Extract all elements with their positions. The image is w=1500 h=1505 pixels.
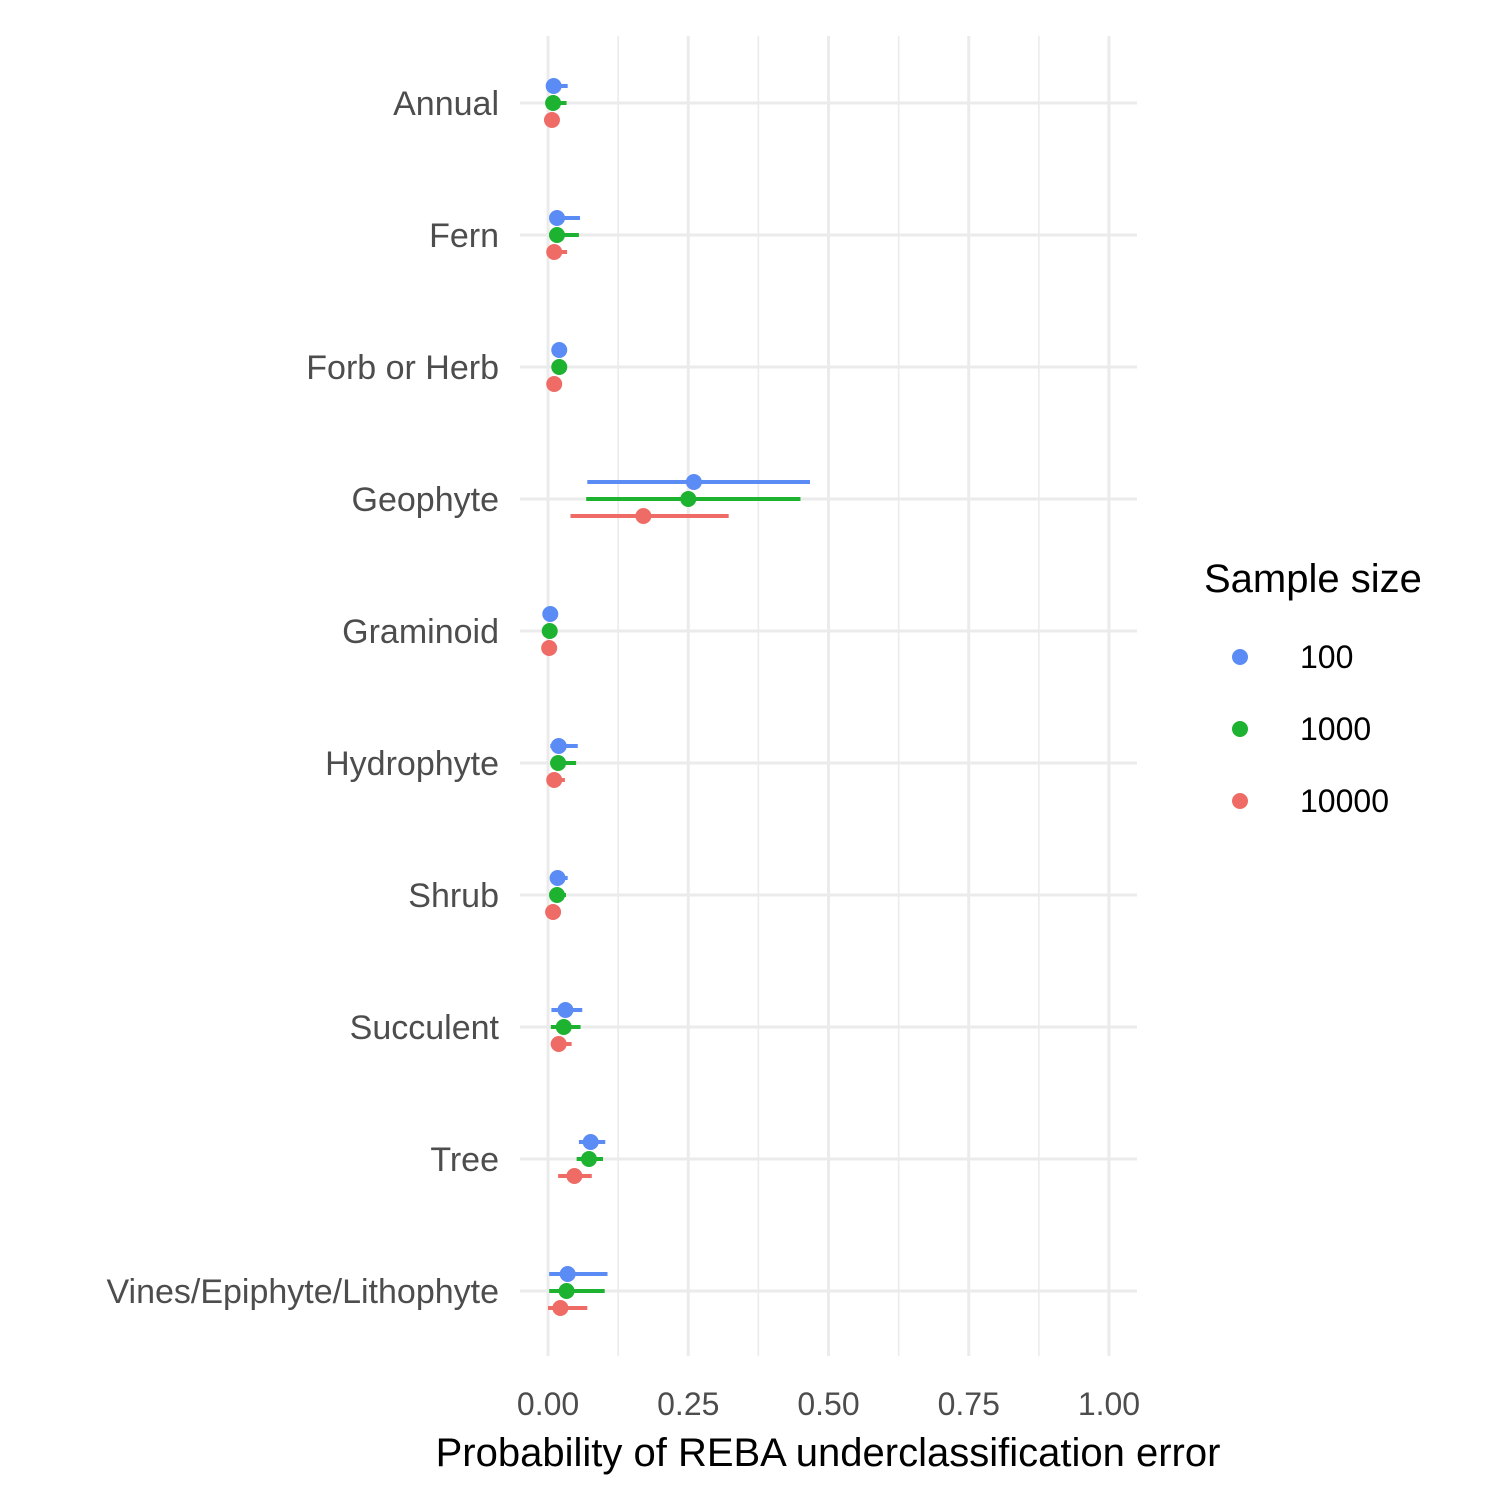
data-layer [541,78,810,1316]
series-group [541,112,729,1316]
estimate-point [582,1134,599,1150]
y-category-label: Graminoid [342,613,499,651]
legend-label: 1000 [1300,711,1371,747]
y-category-label: Forb or Herb [306,349,499,387]
estimate-point [545,904,562,920]
estimate-point [542,606,559,622]
legend: Sample size 100 1000 10000 [1204,557,1422,819]
estimate-point [551,342,568,358]
y-category-label: Shrub [408,877,499,915]
legend-items: 100 1000 10000 [1232,639,1389,819]
y-category-label: Geophyte [352,481,499,519]
estimate-point [549,210,566,226]
legend-key-dot [1232,793,1248,809]
estimate-point [555,1019,572,1035]
series-group [542,78,810,1282]
x-tick-label: 0.75 [938,1386,1000,1422]
estimate-point [549,887,566,903]
legend-key-dot [1232,649,1248,665]
estimate-point [551,359,568,375]
y-category-label: Hydrophyte [325,745,499,783]
x-tick-label: 0.00 [517,1386,579,1422]
estimate-point [546,376,563,392]
estimate-point [543,112,560,128]
estimate-point [550,1036,567,1052]
x-tick-label: 1.00 [1078,1386,1140,1422]
estimate-point [550,738,567,754]
legend-key-dot [1232,721,1248,737]
estimate-point [566,1168,583,1184]
labels-layer: 0.00 0.25 0.50 0.75 1.00 Annual Fern Forb or He… [106,85,1140,1422]
y-category-label: Vines/Epiphyte/Lithophyte [106,1273,499,1311]
estimate-point [580,1151,597,1167]
estimate-point [546,244,563,260]
estimate-point [635,508,652,524]
estimate-point [549,227,566,243]
y-category-label: Succulent [350,1009,500,1047]
estimate-point [550,755,567,771]
estimate-point [545,78,562,94]
legend-label: 10000 [1300,783,1389,819]
estimate-point [685,474,702,490]
legend-title: Sample size [1204,557,1422,601]
estimate-point [549,870,566,886]
estimate-point [557,1002,574,1018]
grid-layer [520,36,1137,1356]
y-category-label: Annual [393,85,499,123]
estimate-point [541,623,558,639]
y-category-label: Fern [429,217,499,255]
y-category-label: Tree [430,1141,499,1179]
estimate-point [545,95,562,111]
estimate-point [680,491,697,507]
estimate-point [558,1283,575,1299]
estimate-point [559,1266,576,1282]
estimate-point [546,772,563,788]
x-tick-label: 0.50 [797,1386,859,1422]
legend-label: 100 [1300,639,1353,675]
estimate-point [552,1300,569,1316]
x-axis-title: Probability of REBA underclassification … [436,1431,1221,1475]
x-tick-label: 0.25 [657,1386,719,1422]
estimate-point [541,640,558,656]
series-group [541,95,801,1299]
